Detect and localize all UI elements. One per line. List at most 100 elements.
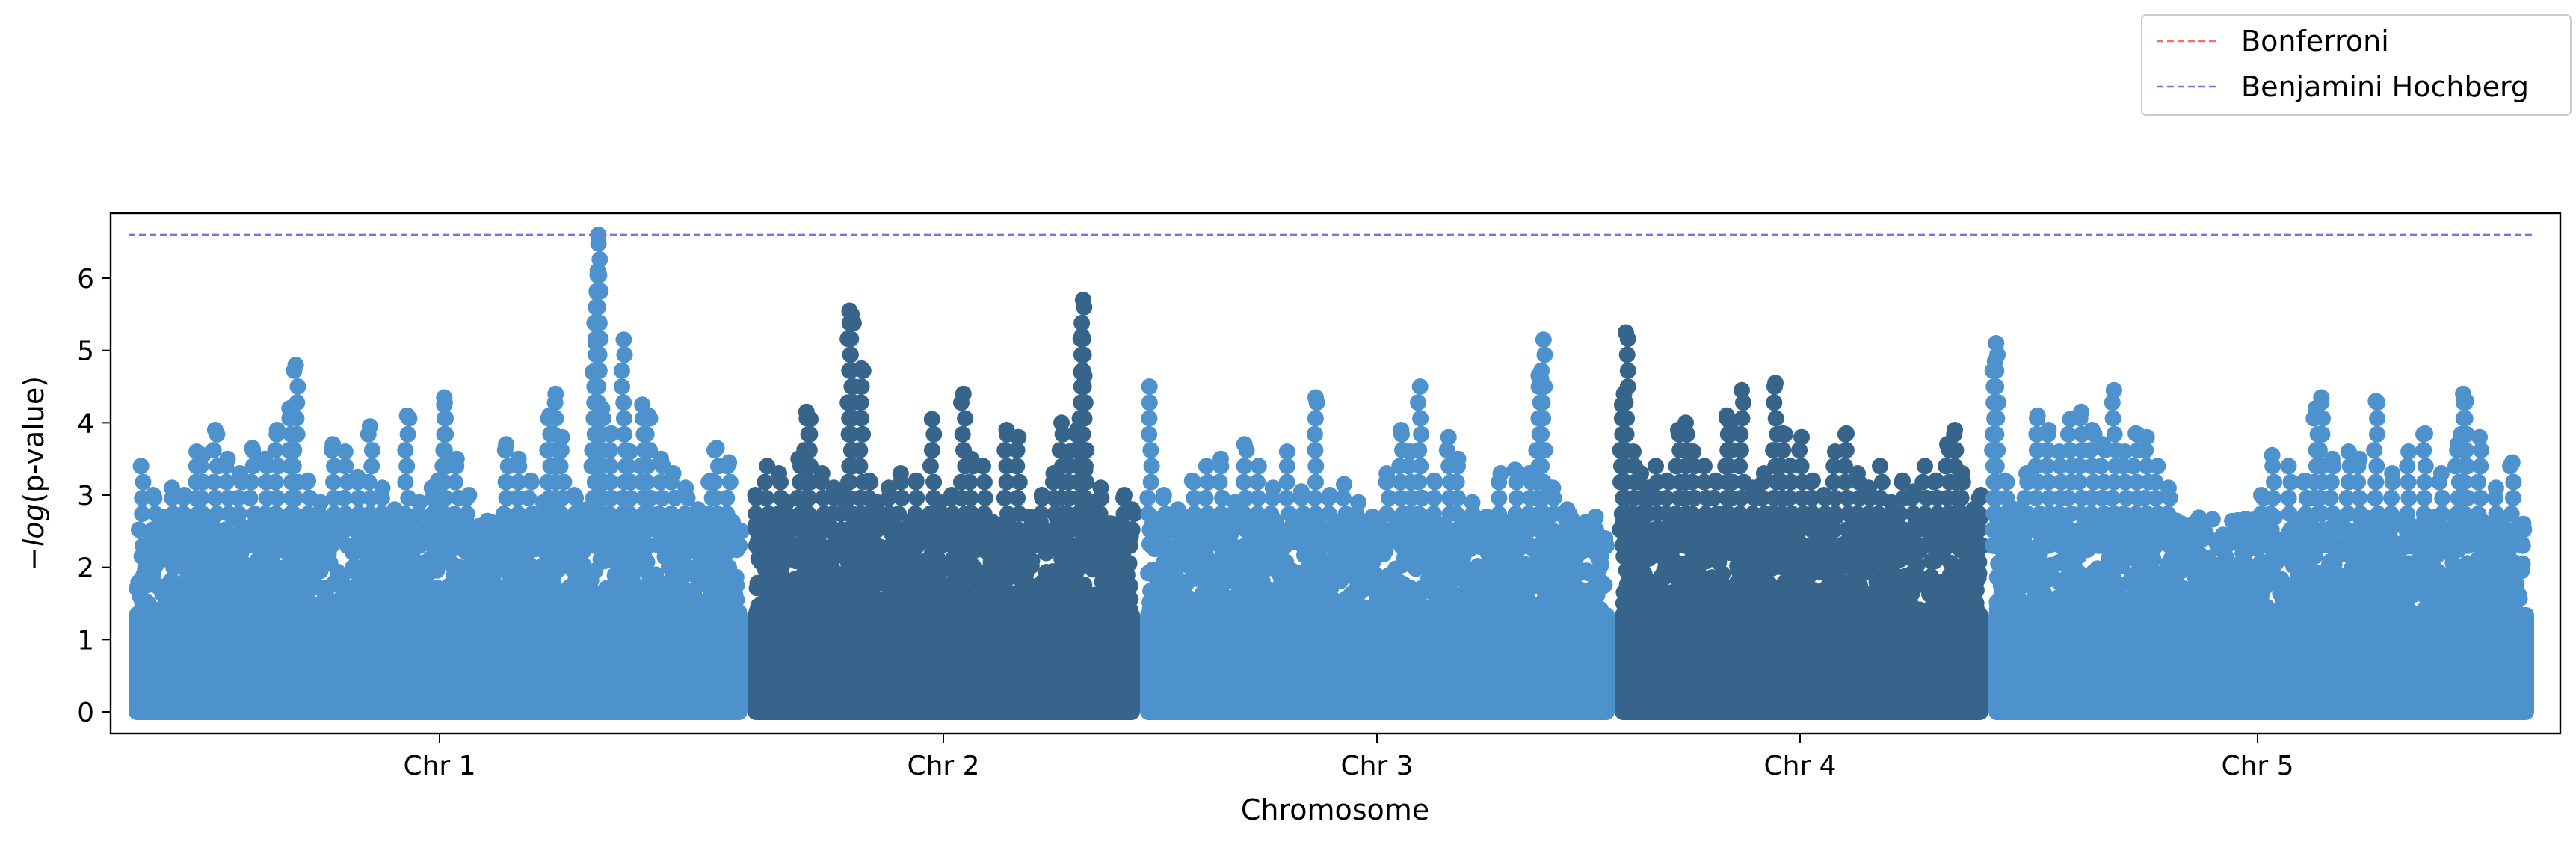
data-point xyxy=(1506,521,1523,538)
data-point xyxy=(962,489,979,506)
data-point xyxy=(1435,561,1452,577)
data-point xyxy=(1306,425,1323,443)
data-point xyxy=(193,592,210,609)
data-point xyxy=(287,489,304,506)
data-point xyxy=(1194,585,1211,602)
data-point xyxy=(270,537,287,554)
data-point xyxy=(131,521,147,538)
peak-point xyxy=(498,436,515,453)
data-point xyxy=(884,600,901,617)
peak-point xyxy=(802,411,819,428)
data-point xyxy=(362,506,379,523)
data-point xyxy=(1352,572,1369,589)
data-point xyxy=(1119,582,1136,599)
data-point xyxy=(1654,581,1671,598)
data-point xyxy=(1140,506,1157,523)
peak-point xyxy=(923,411,940,428)
data-point xyxy=(193,489,210,506)
data-point xyxy=(494,609,511,627)
data-point xyxy=(589,267,606,284)
data-point xyxy=(1199,506,1216,523)
data-point xyxy=(909,521,926,538)
data-point xyxy=(1410,473,1427,491)
data-point xyxy=(442,577,459,593)
chromosome-1-dense-points xyxy=(129,606,748,720)
data-point xyxy=(887,553,904,570)
peak-point xyxy=(1544,479,1562,497)
data-point xyxy=(286,521,303,538)
data-point xyxy=(1185,521,1202,538)
peak-point xyxy=(1250,458,1267,475)
data-point xyxy=(662,537,680,554)
data-point xyxy=(1233,592,1250,609)
data-point xyxy=(1449,489,1467,506)
data-point xyxy=(1422,609,1438,626)
data-point xyxy=(757,473,774,491)
data-point xyxy=(412,606,428,623)
data-point xyxy=(1334,489,1352,506)
data-point xyxy=(446,559,463,577)
data-point xyxy=(638,473,656,491)
data-point xyxy=(1968,566,1985,583)
data-point xyxy=(1533,362,1550,379)
data-point xyxy=(616,425,633,443)
data-point xyxy=(780,593,797,610)
data-point xyxy=(1414,489,1431,506)
peak-point xyxy=(553,428,570,446)
data-point xyxy=(1362,521,1379,538)
data-point xyxy=(205,442,222,459)
peak-point xyxy=(398,407,416,424)
data-point xyxy=(1141,410,1158,427)
data-point xyxy=(798,561,815,578)
data-point xyxy=(363,442,380,459)
data-point xyxy=(233,537,250,554)
data-point xyxy=(1235,473,1252,491)
peak-point xyxy=(1336,476,1352,493)
data-point xyxy=(1448,521,1465,538)
data-point xyxy=(1011,589,1028,606)
data-point xyxy=(908,489,925,506)
data-point xyxy=(1536,346,1553,363)
data-point xyxy=(801,489,818,506)
data-point xyxy=(1438,442,1455,459)
data-point xyxy=(1305,537,1322,554)
peak-point xyxy=(287,357,304,373)
peak-point xyxy=(244,440,261,457)
chromosome-1-points xyxy=(129,227,750,720)
peak-point xyxy=(232,465,248,482)
data-point xyxy=(1022,581,1039,598)
data-point xyxy=(434,489,452,506)
data-point xyxy=(890,506,907,523)
data-point xyxy=(547,410,564,427)
data-point xyxy=(1448,473,1465,491)
data-point xyxy=(642,489,659,506)
data-point xyxy=(298,521,315,538)
data-point xyxy=(1678,583,1695,600)
data-point xyxy=(1381,489,1398,506)
data-point xyxy=(1264,587,1281,604)
data-point xyxy=(907,506,924,523)
data-point xyxy=(436,537,453,554)
data-point xyxy=(982,565,999,583)
data-point xyxy=(1512,591,1529,608)
data-point xyxy=(620,458,637,475)
data-point xyxy=(312,562,329,580)
data-point xyxy=(1278,473,1295,491)
data-point xyxy=(134,506,151,523)
data-point xyxy=(802,458,819,475)
data-point xyxy=(757,521,774,538)
data-point xyxy=(677,506,694,523)
data-point xyxy=(600,506,617,523)
data-point xyxy=(1186,506,1203,523)
peak-point xyxy=(1074,292,1091,308)
data-point xyxy=(496,506,513,523)
data-point xyxy=(1546,537,1563,554)
data-point xyxy=(1453,590,1470,607)
data-point xyxy=(437,425,455,443)
data-point xyxy=(513,609,530,627)
data-point xyxy=(325,473,342,491)
data-point xyxy=(1210,569,1227,586)
data-point xyxy=(1369,583,1387,599)
peak-point xyxy=(300,472,317,489)
peak-point xyxy=(615,331,632,348)
